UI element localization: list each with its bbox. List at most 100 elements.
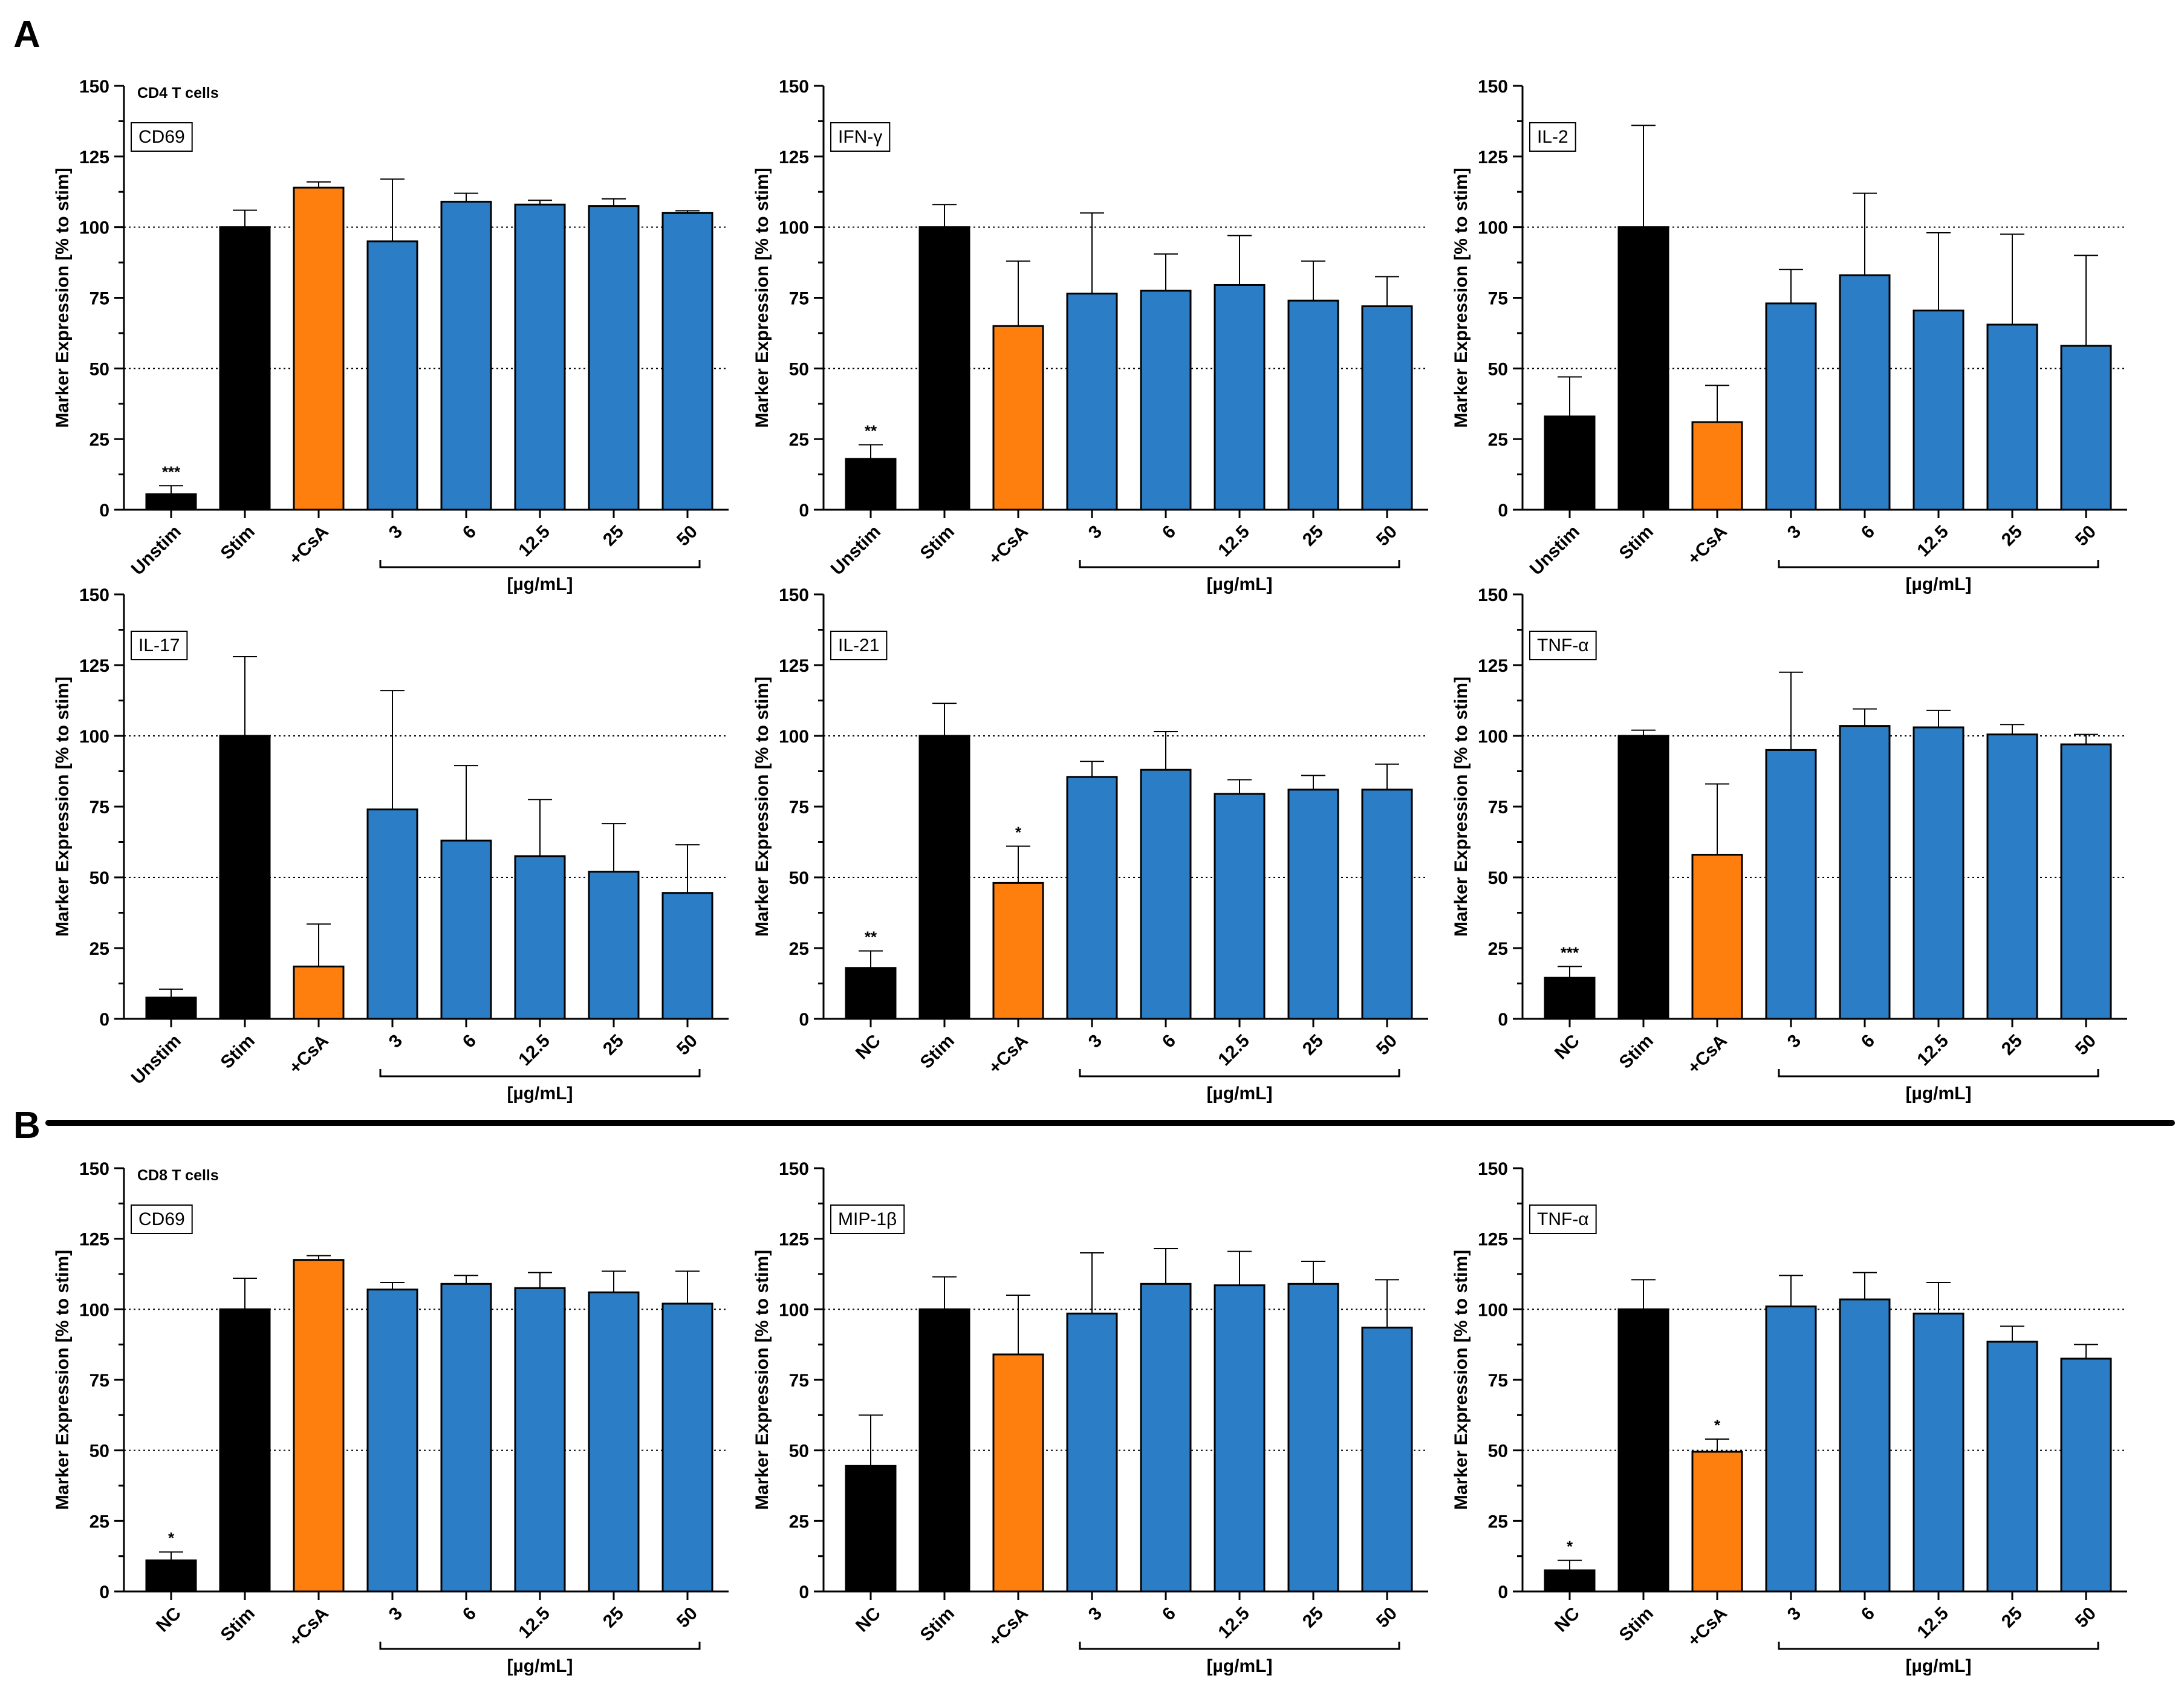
bar-50: [2060, 345, 2112, 511]
y-tick-label: 25: [89, 1512, 109, 1532]
bar-6: [440, 839, 492, 1020]
marker-label: IFN-γ: [838, 127, 882, 147]
bar-12.5: [514, 1287, 566, 1593]
bar-6: [1839, 274, 1891, 511]
x-tick-label: NC: [1551, 1031, 1584, 1064]
y-tick-label: 50: [89, 359, 109, 379]
marker-label: MIP-1β: [838, 1209, 897, 1229]
x-tick-label: +CsA: [985, 522, 1032, 569]
bar-25: [588, 1291, 640, 1593]
x-tick-label: 6: [1159, 1604, 1180, 1625]
x-tick-label: Stim: [1616, 1031, 1657, 1073]
y-tick-label: 125: [779, 656, 809, 676]
y-tick-label: 150: [1478, 1159, 1508, 1179]
concentration-unit-label: [µg/mL]: [507, 1084, 573, 1104]
concentration-unit-label: [µg/mL]: [1207, 1084, 1273, 1104]
y-tick-label: 125: [779, 148, 809, 167]
y-tick-label: 0: [799, 1582, 809, 1602]
y-tick-label: 100: [1478, 218, 1508, 238]
bar-+CsA: [293, 186, 345, 511]
bar-25: [588, 871, 640, 1020]
bar-NC: [845, 1464, 897, 1593]
x-tick-label: +CsA: [285, 1604, 333, 1651]
concentration-bracket: [1079, 1069, 1400, 1078]
y-tick-label: 125: [1478, 148, 1508, 167]
x-tick-label: 50: [673, 522, 701, 550]
y-tick-label: 0: [799, 1010, 809, 1030]
x-tick-label: Stim: [217, 522, 259, 564]
bar-Unstim: [145, 996, 197, 1020]
x-tick-label: NC: [1551, 1604, 1584, 1636]
bar-Stim: [219, 1308, 271, 1593]
x-tick-label: Unstim: [128, 522, 185, 579]
y-tick-label: 0: [1498, 501, 1508, 521]
marker-label-box: [131, 1204, 193, 1234]
y-tick-label: 0: [799, 501, 809, 521]
y-tick-label: 75: [789, 289, 809, 309]
significance-marker: ***: [1561, 943, 1579, 961]
x-tick-label: 25: [1998, 522, 2026, 550]
chart-8: 0 25 50 75 100 125 150 Marker Expression [% to …: [752, 1159, 1428, 1676]
x-tick-label: 3: [1085, 1031, 1106, 1052]
bar-25: [1287, 299, 1339, 511]
significance-marker: **: [865, 928, 877, 946]
y-tick-label: 100: [779, 218, 809, 238]
y-tick-label: 100: [1478, 727, 1508, 747]
concentration-bracket: [1079, 1642, 1400, 1650]
y-tick-label: 100: [779, 727, 809, 747]
bar-12.5: [514, 855, 566, 1020]
bar-+CsA: [992, 882, 1044, 1020]
y-tick-label: 125: [1478, 656, 1508, 676]
y-axis-title: Marker Expression [% to stim]: [1451, 677, 1471, 937]
y-tick-label: 50: [89, 868, 109, 888]
y-tick-label: 25: [789, 939, 809, 959]
x-tick-label: 12.5: [1913, 522, 1952, 561]
x-tick-label: 3: [1784, 1031, 1805, 1052]
x-tick-label: 12.5: [1913, 1604, 1952, 1643]
chart-1: 0 25 50 75 100 125 150 Marker Expression [% to …: [53, 77, 729, 594]
bar-Unstim: [1544, 415, 1596, 511]
x-tick-label: 25: [1299, 522, 1327, 550]
bar-6: [1839, 1298, 1891, 1593]
x-tick-label: 6: [459, 522, 480, 543]
x-tick-label: 50: [673, 1031, 701, 1059]
x-tick-label: 6: [1159, 522, 1180, 543]
y-tick-label: 100: [779, 1300, 809, 1320]
x-tick-label: 25: [599, 1031, 628, 1059]
significance-marker: *: [1714, 1416, 1721, 1434]
x-tick-label: NC: [152, 1604, 185, 1636]
charts-container: 0 25 50 75 100 125 150 Marker Expression [% to …: [53, 77, 2127, 1676]
concentration-bracket: [379, 560, 701, 568]
bar-50: [1361, 788, 1413, 1020]
significance-marker: ***: [162, 463, 181, 481]
x-tick-label: 25: [1299, 1031, 1327, 1059]
x-tick-label: 3: [1784, 1604, 1805, 1625]
bar-50: [661, 212, 713, 511]
bar-+CsA: [992, 1353, 1044, 1593]
x-tick-label: 3: [1784, 522, 1805, 543]
y-tick-label: 150: [79, 585, 109, 605]
marker-label-box: [830, 122, 891, 152]
x-tick-label: +CsA: [1684, 1604, 1731, 1651]
x-tick-label: 12.5: [1913, 1031, 1952, 1070]
marker-label-box: [830, 631, 888, 660]
y-tick-label: 125: [779, 1230, 809, 1250]
bar-Unstim: [145, 493, 197, 511]
y-tick-label: 100: [79, 1300, 109, 1320]
x-tick-label: 50: [673, 1604, 701, 1632]
chart-5: 0 25 50 75 100 125 150 Marker Expression [% to …: [752, 585, 1428, 1104]
marker-label-box: [830, 1204, 905, 1234]
bar-25: [1986, 323, 2038, 511]
marker-label-box: [131, 631, 188, 660]
x-tick-label: +CsA: [1684, 522, 1731, 569]
concentration-bracket: [1778, 1642, 2099, 1650]
x-tick-label: Stim: [1616, 1604, 1657, 1645]
x-tick-label: NC: [852, 1604, 885, 1636]
y-axis-title: Marker Expression [% to stim]: [53, 1250, 73, 1510]
x-tick-label: 3: [1085, 1604, 1106, 1625]
y-tick-label: 150: [779, 1159, 809, 1179]
y-tick-label: 50: [89, 1442, 109, 1461]
concentration-bracket: [1778, 1069, 2099, 1078]
x-tick-label: 6: [459, 1031, 480, 1052]
y-tick-label: 75: [89, 289, 109, 309]
